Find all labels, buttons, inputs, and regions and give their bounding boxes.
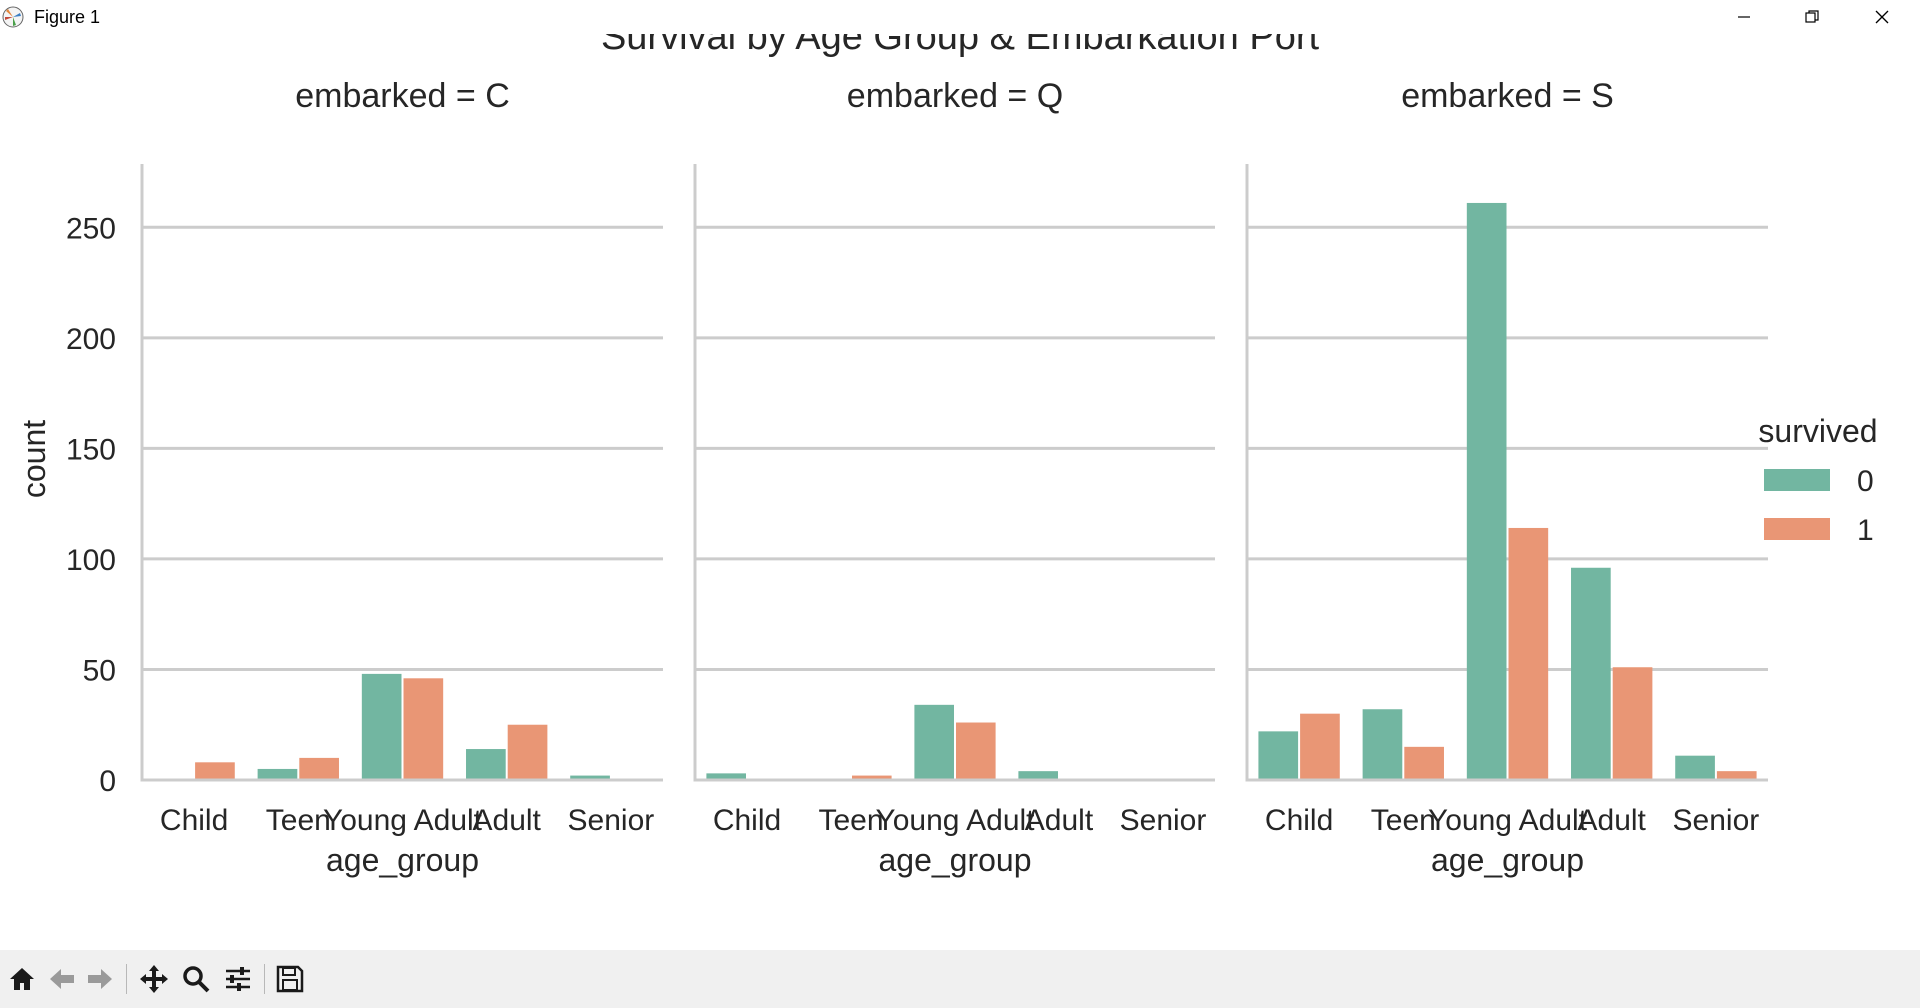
configure-subplots-button[interactable] bbox=[220, 961, 256, 997]
bar-embarked-s-teen-survived-1 bbox=[1404, 746, 1444, 780]
figure-canvas: Survival by Age Group & Embarkation Port… bbox=[0, 16, 1920, 950]
bar-embarked-c-adult-survived-1 bbox=[507, 724, 548, 780]
x-tick-label: Teen bbox=[818, 804, 883, 837]
x-tick-label: Young Adult bbox=[1428, 804, 1588, 837]
x-tick-label: Child bbox=[1265, 804, 1333, 837]
bar-embarked-s-adult-survived-1 bbox=[1612, 667, 1653, 780]
save-icon bbox=[276, 965, 304, 993]
bar-embarked-s-child-survived-0 bbox=[1258, 731, 1299, 780]
x-tick-label: Teen bbox=[1371, 804, 1436, 837]
bar-embarked-c-teen-survived-0 bbox=[257, 768, 298, 780]
window-title: Figure 1 bbox=[34, 7, 101, 27]
panel-title: embarked = C bbox=[295, 77, 510, 115]
x-axis-label: age_group bbox=[1431, 842, 1584, 878]
legend-label-1: 1 bbox=[1857, 514, 1874, 547]
x-axis-label: age_group bbox=[326, 842, 479, 878]
bar-embarked-s-teen-survived-0 bbox=[1362, 709, 1403, 780]
toolbar-separator bbox=[126, 964, 127, 994]
x-tick-label: Adult bbox=[1025, 804, 1094, 837]
bar-embarked-q-adult-survived-0 bbox=[1018, 771, 1058, 780]
toolbar-separator bbox=[264, 964, 265, 994]
configure-subplots-icon bbox=[226, 967, 250, 991]
bar-embarked-q-young-adult-survived-0 bbox=[914, 704, 954, 780]
legend-swatch-1 bbox=[1764, 518, 1830, 540]
bar-embarked-s-child-survived-1 bbox=[1300, 713, 1340, 780]
panel-title: embarked = Q bbox=[847, 77, 1063, 115]
back-button[interactable] bbox=[44, 961, 80, 997]
restore-button[interactable] bbox=[1778, 0, 1846, 34]
y-tick-label: 250 bbox=[66, 212, 116, 245]
bar-embarked-q-child-survived-0 bbox=[706, 773, 746, 780]
bar-embarked-q-young-adult-survived-1 bbox=[956, 722, 996, 780]
bar-embarked-c-young-adult-survived-1 bbox=[403, 678, 444, 780]
x-tick-label: Child bbox=[713, 804, 781, 837]
x-tick-label: Young Adult bbox=[323, 804, 483, 837]
bar-embarked-s-senior-survived-0 bbox=[1675, 755, 1715, 780]
legend-swatch-0 bbox=[1764, 469, 1830, 491]
x-tick-label: Young Adult bbox=[875, 804, 1035, 837]
bar-embarked-s-young-adult-survived-0 bbox=[1466, 202, 1507, 780]
minimize-icon bbox=[1738, 16, 1750, 18]
legend-label-0: 0 bbox=[1857, 465, 1874, 498]
forward-arrow-icon bbox=[88, 969, 112, 989]
bar-embarked-q-teen-survived-1 bbox=[852, 775, 892, 780]
y-axis-label: count bbox=[16, 420, 52, 498]
x-tick-label: Teen bbox=[266, 804, 331, 837]
close-icon bbox=[1875, 10, 1889, 24]
minimize-button[interactable] bbox=[1710, 0, 1778, 34]
x-tick-label: Senior bbox=[568, 804, 655, 837]
zoom-button[interactable] bbox=[178, 961, 214, 997]
home-button[interactable] bbox=[4, 961, 40, 997]
facet-bar-chart: Survival by Age Group & Embarkation Port… bbox=[16, 16, 1878, 878]
bar-embarked-c-teen-survived-1 bbox=[299, 757, 339, 780]
bar-embarked-c-child-survived-1 bbox=[195, 762, 235, 780]
bar-embarked-s-adult-survived-0 bbox=[1571, 567, 1611, 780]
bar-embarked-s-young-adult-survived-1 bbox=[1508, 527, 1549, 780]
y-tick-label: 200 bbox=[66, 323, 116, 356]
y-tick-label: 0 bbox=[99, 765, 116, 798]
y-tick-label: 150 bbox=[66, 433, 116, 466]
home-icon bbox=[10, 968, 34, 990]
bar-embarked-s-senior-survived-1 bbox=[1716, 771, 1757, 780]
x-tick-label: Adult bbox=[473, 804, 542, 837]
matplotlib-icon bbox=[2, 6, 24, 28]
restore-icon bbox=[1805, 10, 1819, 23]
y-tick-label: 100 bbox=[66, 544, 116, 577]
chart-title: Survival by Age Group & Embarkation Port bbox=[601, 34, 1320, 58]
x-tick-label: Senior bbox=[1673, 804, 1760, 837]
bar-embarked-c-young-adult-survived-0 bbox=[361, 673, 402, 780]
y-tick-label: 50 bbox=[83, 654, 116, 687]
pan-button[interactable] bbox=[136, 961, 172, 997]
legend-title: survived bbox=[1758, 413, 1877, 449]
back-arrow-icon bbox=[50, 969, 74, 989]
save-button[interactable] bbox=[272, 961, 308, 997]
pan-icon bbox=[140, 965, 168, 993]
x-tick-label: Senior bbox=[1120, 804, 1207, 837]
close-button[interactable] bbox=[1848, 0, 1916, 34]
zoom-icon bbox=[183, 966, 210, 993]
bar-embarked-c-senior-survived-0 bbox=[570, 775, 610, 780]
x-tick-label: Adult bbox=[1578, 804, 1647, 837]
navigation-toolbar bbox=[0, 950, 1920, 1008]
x-tick-label: Child bbox=[160, 804, 228, 837]
title-bar: Figure 1 bbox=[0, 0, 1920, 34]
panel-title: embarked = S bbox=[1401, 77, 1614, 115]
forward-button[interactable] bbox=[82, 961, 118, 997]
bar-embarked-c-adult-survived-0 bbox=[466, 749, 506, 780]
x-axis-label: age_group bbox=[878, 842, 1031, 878]
